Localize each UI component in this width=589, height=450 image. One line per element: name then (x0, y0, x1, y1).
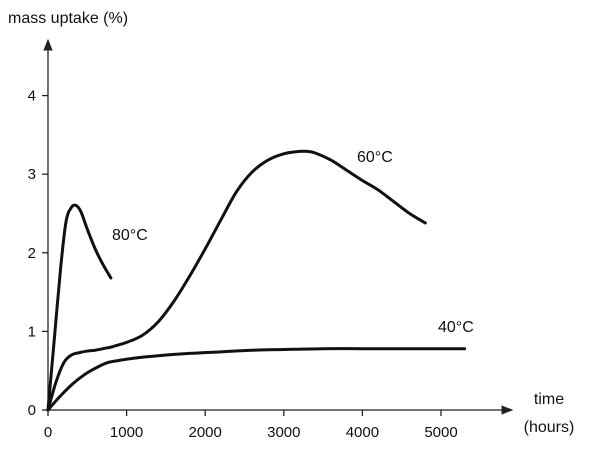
series-label-60c: 60°C (357, 149, 393, 166)
x-axis-label-line1: time (534, 391, 564, 408)
series-line-60c (46, 149, 427, 412)
x-tick-label-5: 5000 (424, 424, 457, 441)
series-group (46, 149, 467, 412)
y-tick-label-2: 2 (28, 245, 36, 262)
x-axis-label-line2: (hours) (524, 419, 575, 436)
x-tick-label-0: 0 (44, 424, 52, 441)
tick-group: 0 1000 2000 3000 4000 5000 0 1 2 3 4 (28, 88, 458, 441)
series-label-group: 80°C 60°C 40°C (112, 149, 474, 336)
series-line-40c (46, 347, 467, 412)
y-tick-label-1: 1 (28, 323, 36, 340)
series-line-80c (46, 203, 113, 412)
series-label-40c: 40°C (438, 319, 474, 336)
x-tick-label-3: 3000 (267, 424, 300, 441)
series-label-80c: 80°C (112, 227, 148, 244)
y-tick-label-3: 3 (28, 166, 36, 183)
y-tick-label-0: 0 (28, 402, 36, 419)
x-tick-label-1: 1000 (110, 424, 143, 441)
x-tick-label-4: 4000 (346, 424, 379, 441)
y-tick-label-4: 4 (28, 88, 36, 105)
x-tick-label-2: 2000 (189, 424, 222, 441)
y-axis-label: mass uptake (%) (8, 10, 128, 27)
